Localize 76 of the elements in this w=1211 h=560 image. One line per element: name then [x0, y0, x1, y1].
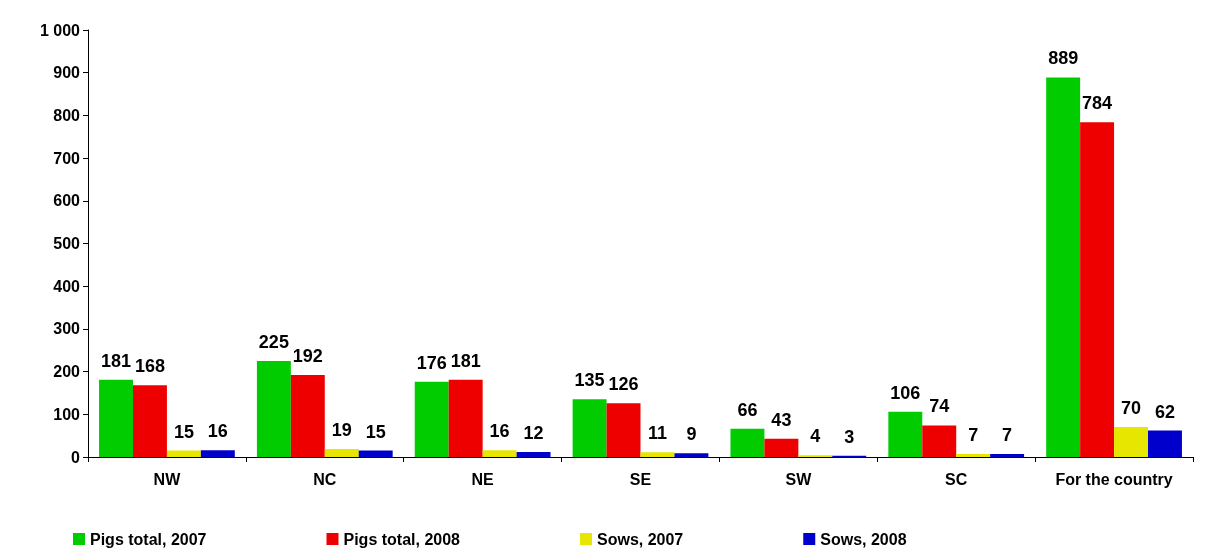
- data-label: 16: [207, 421, 228, 442]
- data-label: 192: [292, 346, 323, 367]
- bar: [448, 379, 483, 457]
- data-label: 74: [929, 396, 950, 417]
- bar: [1148, 430, 1182, 457]
- y-tick-label: 600: [53, 192, 81, 210]
- data-label: 889: [1048, 48, 1079, 69]
- bar: [516, 451, 551, 457]
- data-label: 225: [258, 331, 289, 352]
- x-tick-label: NE: [471, 470, 495, 488]
- data-label: 3: [844, 426, 855, 447]
- bar: [99, 379, 133, 457]
- data-label: 7: [968, 425, 979, 446]
- data-label: 43: [771, 409, 792, 430]
- bar: [166, 450, 201, 457]
- bar: [1114, 427, 1149, 457]
- legend-label: Pigs total, 2007: [90, 530, 207, 548]
- bar: [1046, 77, 1081, 457]
- y-tick-label: 700: [53, 149, 81, 167]
- bar: [482, 450, 517, 457]
- y-tick-label: 1 000: [39, 21, 81, 39]
- legend-label: Sows, 2007: [596, 530, 684, 548]
- y-tick-label: 400: [53, 277, 81, 295]
- bar: [324, 448, 359, 457]
- bar: [922, 425, 957, 457]
- legend-label: Pigs total, 2008: [343, 530, 461, 548]
- bar: [764, 438, 799, 457]
- data-label: 9: [686, 424, 697, 445]
- x-tick-label: SE: [629, 470, 652, 488]
- data-label: 7: [1002, 425, 1013, 446]
- data-label: 176: [416, 352, 447, 373]
- bar: [1080, 122, 1115, 457]
- x-tick-label: NC: [313, 470, 337, 488]
- data-label: 181: [101, 350, 132, 371]
- legend-label: Sows, 2008: [820, 530, 907, 548]
- data-label: 62: [1154, 401, 1175, 422]
- y-tick-label: 100: [53, 405, 81, 423]
- data-label: 15: [173, 421, 194, 442]
- data-label: 16: [489, 421, 510, 442]
- data-label: 66: [737, 399, 758, 420]
- bar: [990, 454, 1025, 457]
- y-tick-label: 900: [53, 64, 81, 82]
- bar: [606, 403, 641, 457]
- y-tick-label: 800: [53, 106, 81, 124]
- y-tick-label: 200: [53, 363, 81, 381]
- bar: [290, 375, 325, 457]
- bar: [200, 450, 235, 457]
- data-label: 15: [365, 421, 386, 442]
- bar: [640, 452, 675, 457]
- bar: [132, 385, 167, 457]
- bar: [414, 381, 449, 457]
- bar: [256, 360, 291, 457]
- y-tick-label: 0: [71, 448, 81, 466]
- bar: [674, 453, 709, 457]
- data-label: 135: [574, 370, 605, 391]
- bar: [888, 411, 923, 457]
- data-label: 168: [134, 356, 165, 377]
- data-label: 784: [1082, 93, 1113, 114]
- data-label: 70: [1121, 398, 1142, 419]
- data-label: 106: [890, 382, 921, 403]
- data-label: 4: [810, 426, 821, 447]
- bar: [572, 399, 607, 457]
- bar: [730, 428, 765, 457]
- data-label: 126: [608, 374, 639, 395]
- data-label: 19: [331, 419, 352, 440]
- y-tick-label: 500: [53, 235, 81, 252]
- y-tick-label: 300: [53, 320, 81, 338]
- data-label: 181: [450, 350, 481, 371]
- x-tick-label: NW: [153, 470, 182, 488]
- x-tick-label: For the country: [1055, 470, 1173, 488]
- x-tick-label: SW: [785, 470, 813, 488]
- bar: [956, 454, 991, 457]
- data-label: 11: [647, 423, 667, 444]
- x-tick-label: SC: [945, 470, 968, 488]
- bar: [358, 450, 393, 457]
- data-label: 12: [523, 422, 544, 443]
